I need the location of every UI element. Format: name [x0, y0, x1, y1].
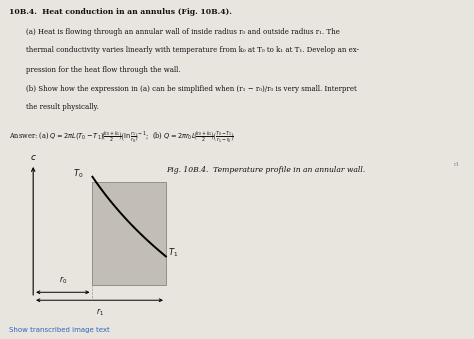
Text: $T_0$: $T_0$	[73, 167, 83, 180]
Text: 10B.4.  Heat conduction in an annulus (Fig. 10B.4).: 10B.4. Heat conduction in an annulus (Fi…	[9, 8, 231, 16]
Text: Answer: (a) $Q = 2\pi L(T_0-T_1)\!\left(\!\frac{k_0+k_1}{2}\!\right)\!\left(\!\l: Answer: (a) $Q = 2\pi L(T_0-T_1)\!\left(…	[9, 129, 235, 145]
Text: the result physically.: the result physically.	[26, 103, 99, 111]
Text: $r_1$: $r_1$	[96, 306, 103, 318]
Text: pression for the heat flow through the wall.: pression for the heat flow through the w…	[26, 66, 181, 74]
Text: $c$: $c$	[30, 154, 36, 162]
Text: (b) Show how the expression in (a) can be simplified when (r₁ − r₀)/r₀ is very s: (b) Show how the expression in (a) can b…	[26, 85, 357, 93]
Text: $r_0$: $r_0$	[59, 274, 67, 286]
Text: r1: r1	[454, 162, 460, 167]
Text: Show transcribed image text: Show transcribed image text	[9, 327, 109, 333]
Text: (a) Heat is flowing through an annular wall of inside radius r₀ and outside radi: (a) Heat is flowing through an annular w…	[26, 28, 340, 36]
Bar	[92, 181, 166, 285]
Text: $T_1$: $T_1$	[168, 247, 179, 259]
Text: Fig. 10B.4.  Temperature profile in an annular wall.: Fig. 10B.4. Temperature profile in an an…	[166, 166, 365, 174]
Text: thermal conductivity varies linearly with temperature from k₀ at T₀ to k₁ at T₁.: thermal conductivity varies linearly wit…	[26, 46, 359, 54]
